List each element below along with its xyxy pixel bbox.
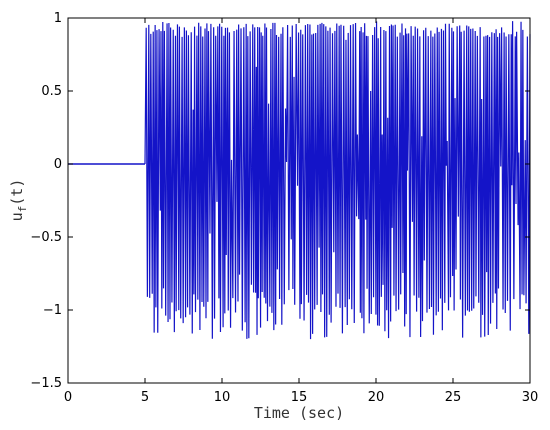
y-axis-label-subscript: f: [16, 206, 29, 213]
y-tick-label: −1.5: [30, 376, 62, 391]
x-tick-label: 0: [64, 390, 72, 405]
y-tick-label: 1: [54, 11, 62, 26]
x-tick-label: 25: [445, 390, 462, 405]
ticks-layer: 0 5 10 15 20 25 30 −1.5 −1 −0.5 0 0.5 1: [30, 11, 538, 405]
series-line-switching: [144, 21, 531, 340]
y-axis-label-base: u: [8, 212, 26, 221]
y-tick-label: 0.5: [41, 84, 62, 99]
x-tick-label: 20: [368, 390, 385, 405]
x-tick-label: 5: [141, 390, 149, 405]
y-axis-label-suffix: (t): [8, 179, 26, 206]
x-tick-label: 15: [291, 390, 308, 405]
y-tick-label: −1: [43, 303, 62, 318]
y-tick-label: 0: [54, 157, 62, 172]
y-axis-label: uf(t): [8, 179, 29, 222]
data-layer: [68, 21, 531, 340]
x-axis-label: Time (sec): [254, 404, 344, 422]
x-tick-label: 30: [522, 390, 539, 405]
y-tick-label: −0.5: [30, 230, 62, 245]
x-tick-label: 10: [214, 390, 231, 405]
